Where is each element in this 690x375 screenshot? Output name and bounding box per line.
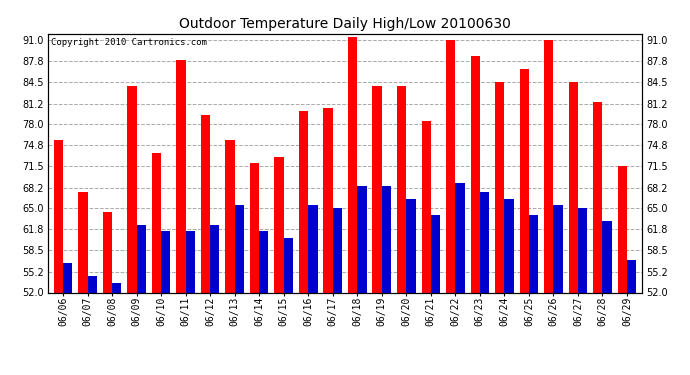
Bar	[544, 40, 553, 292]
Bar	[112, 283, 121, 292]
Bar	[226, 141, 235, 292]
Bar	[250, 163, 259, 292]
Bar	[177, 60, 186, 292]
Bar	[504, 199, 513, 292]
Bar	[422, 121, 431, 292]
Bar	[284, 237, 293, 292]
Bar	[137, 225, 146, 292]
Bar	[324, 108, 333, 292]
Bar	[161, 231, 170, 292]
Bar	[373, 86, 382, 292]
Bar	[431, 215, 440, 292]
Bar	[627, 260, 636, 292]
Bar	[201, 115, 210, 292]
Bar	[299, 111, 308, 292]
Bar	[186, 231, 195, 292]
Bar	[397, 86, 406, 292]
Bar	[602, 221, 612, 292]
Bar	[259, 231, 268, 292]
Bar	[275, 157, 284, 292]
Text: Copyright 2010 Cartronics.com: Copyright 2010 Cartronics.com	[51, 38, 207, 46]
Bar	[569, 82, 578, 292]
Bar	[529, 215, 538, 292]
Bar	[357, 186, 366, 292]
Bar	[88, 276, 97, 292]
Bar	[152, 153, 161, 292]
Bar	[308, 205, 317, 292]
Bar	[127, 86, 137, 292]
Bar	[333, 209, 342, 292]
Bar	[63, 263, 72, 292]
Bar	[480, 192, 489, 292]
Bar	[553, 205, 563, 292]
Bar	[593, 102, 602, 292]
Bar	[103, 211, 112, 292]
Bar	[348, 37, 357, 292]
Bar	[495, 82, 504, 292]
Bar	[455, 183, 464, 292]
Bar	[446, 40, 455, 292]
Bar	[520, 69, 529, 292]
Bar	[210, 225, 219, 292]
Bar	[235, 205, 244, 292]
Bar	[471, 56, 480, 292]
Bar	[382, 186, 391, 292]
Bar	[578, 209, 587, 292]
Bar	[54, 141, 63, 292]
Title: Outdoor Temperature Daily High/Low 20100630: Outdoor Temperature Daily High/Low 20100…	[179, 17, 511, 31]
Bar	[406, 199, 415, 292]
Bar	[78, 192, 88, 292]
Bar	[618, 166, 627, 292]
